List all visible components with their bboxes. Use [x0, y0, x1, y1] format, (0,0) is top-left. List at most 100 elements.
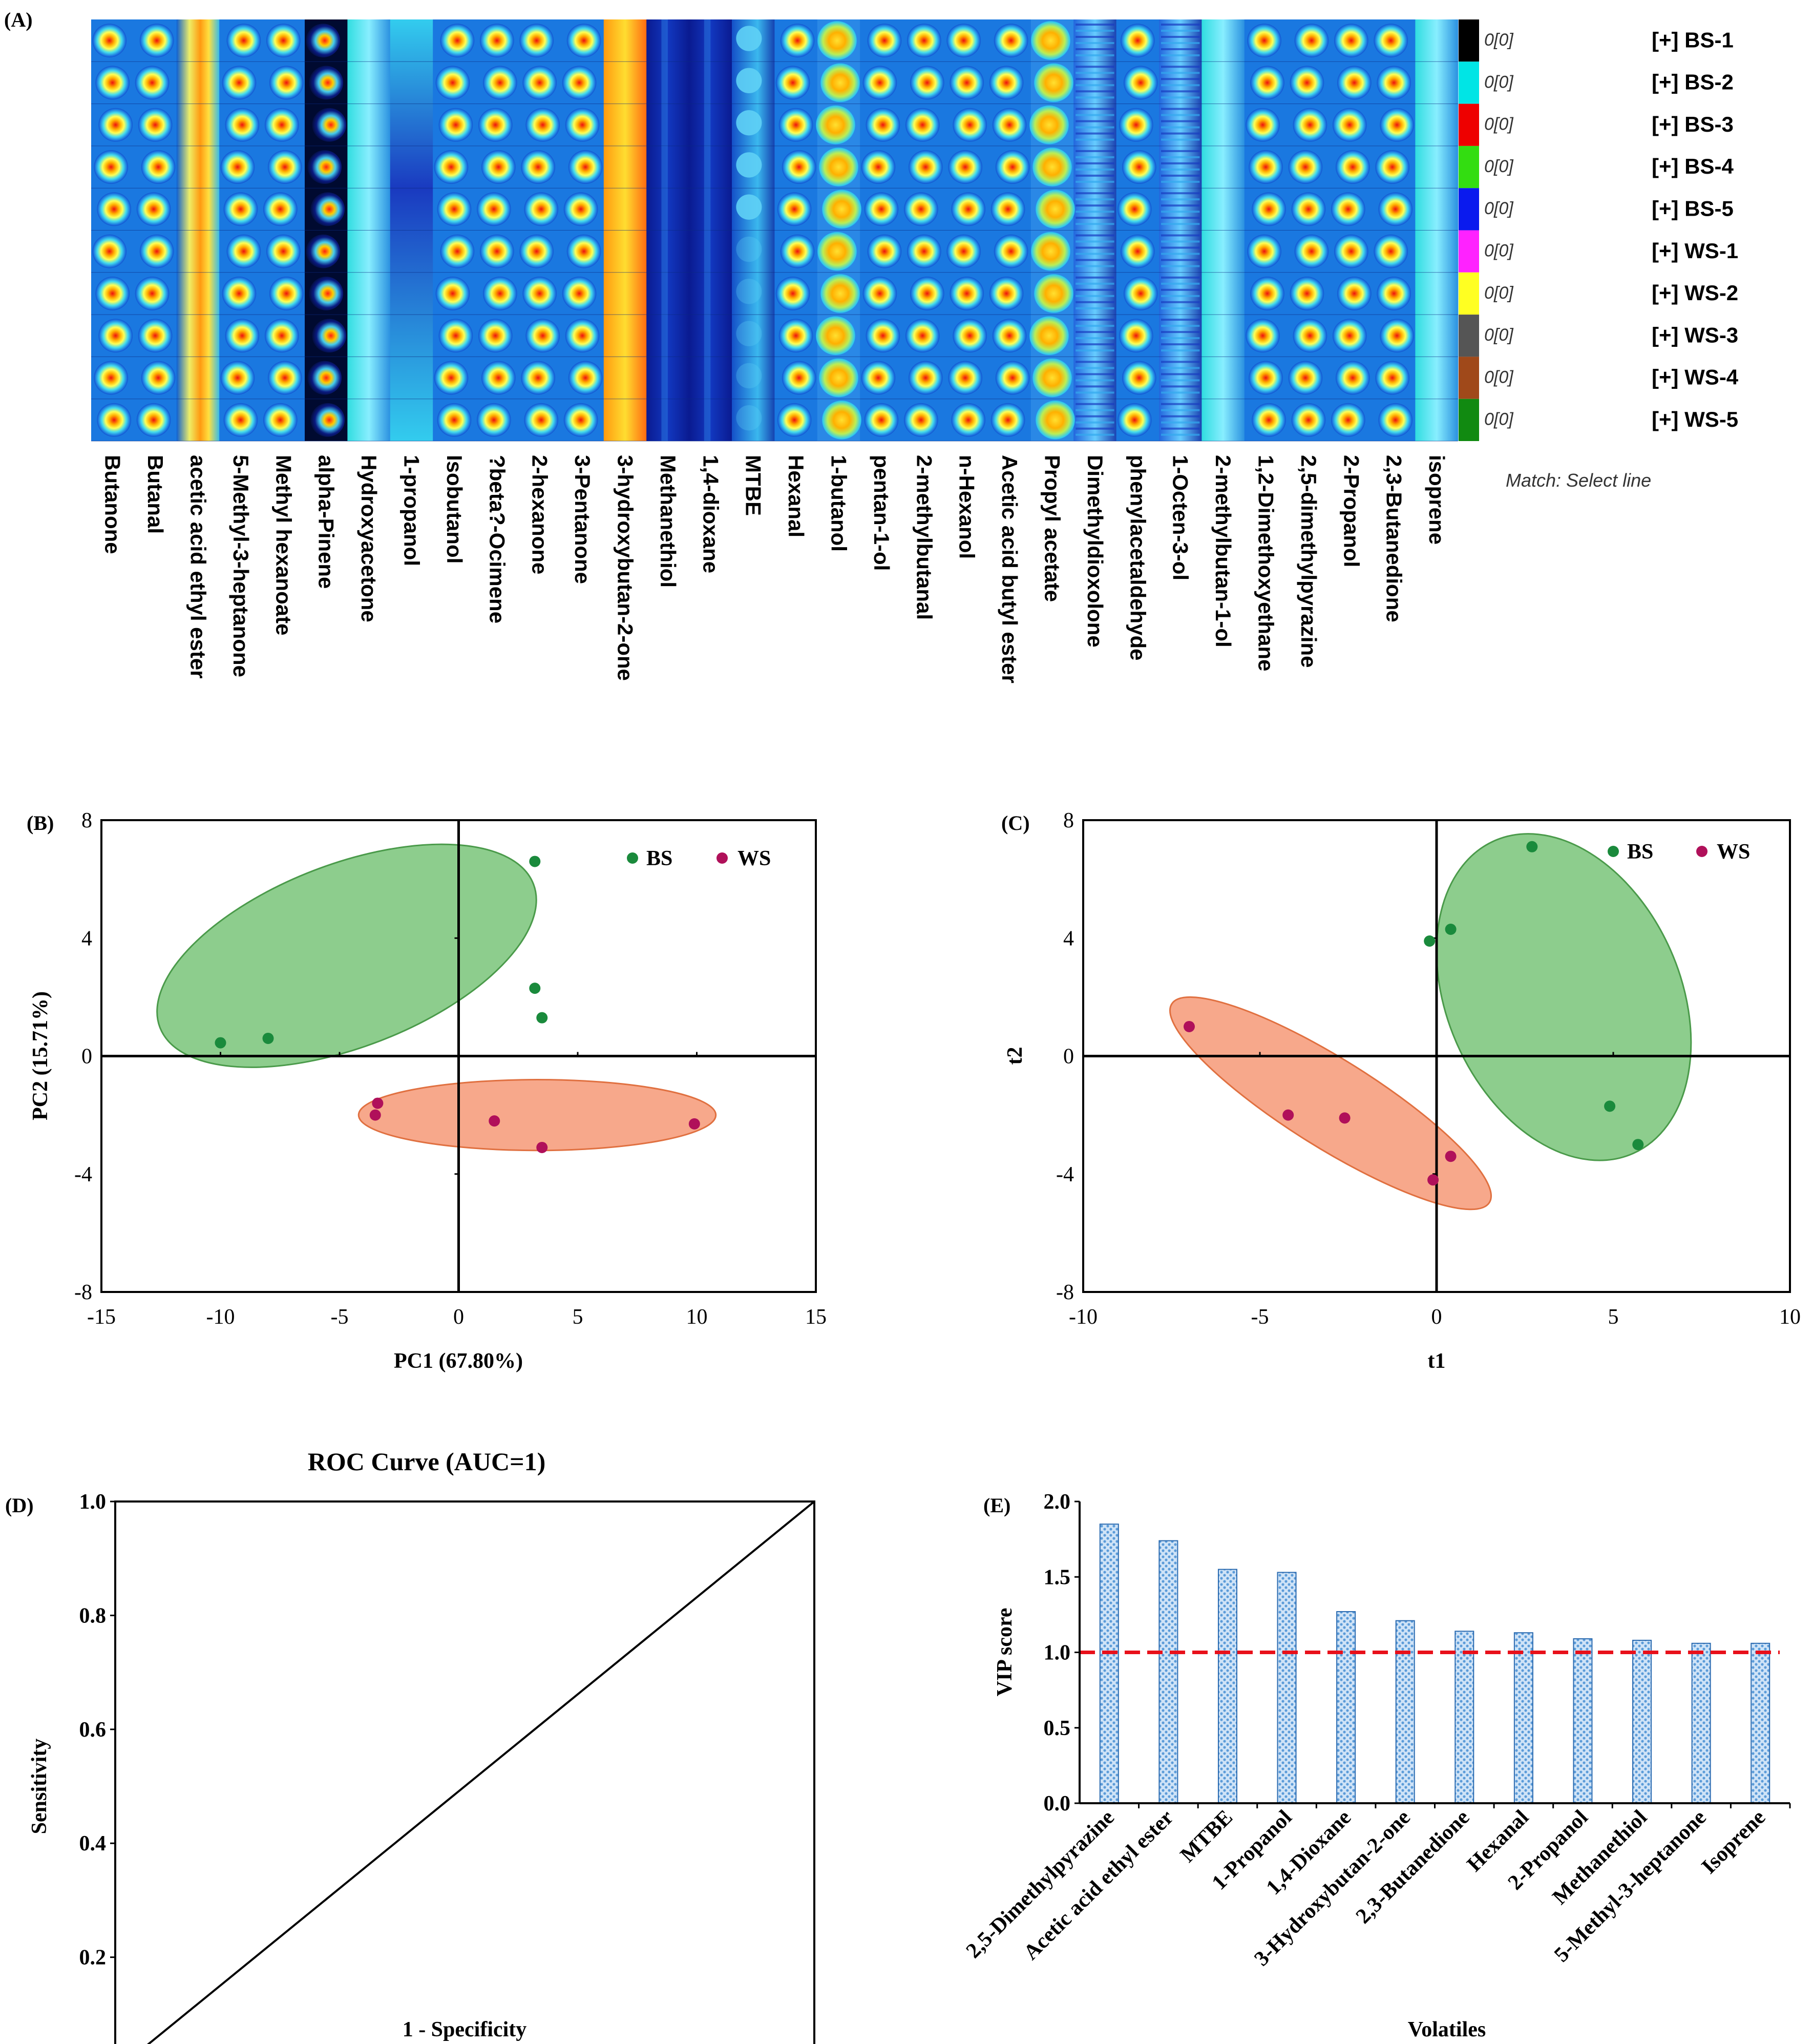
- heatmap-cell: [1330, 24, 1373, 62]
- peak-spot: [1290, 66, 1324, 100]
- heatmap-cell: [134, 24, 177, 62]
- sample-label: [+] WS-2: [1652, 281, 1738, 305]
- peak-spot: [990, 403, 1025, 437]
- peak-spot: [862, 277, 897, 310]
- streak: [704, 399, 711, 441]
- x-tick-label: 5: [1608, 1305, 1619, 1329]
- peak-spot: [312, 319, 347, 353]
- compound-label: pentan-1-ol: [870, 455, 894, 571]
- point-bs: [1424, 935, 1436, 947]
- heatmap-cell: [732, 405, 775, 442]
- noise-line: [1161, 265, 1200, 267]
- peak-spot: [267, 150, 302, 184]
- heatmap-cell: [1116, 361, 1159, 400]
- peak-spot: [94, 361, 129, 395]
- sample-swatch: [1459, 315, 1479, 357]
- heatmap-cell: [305, 234, 348, 273]
- point-bs: [529, 983, 541, 994]
- heatmap-cell: [902, 319, 945, 357]
- heatmap-cell: [1116, 24, 1159, 62]
- noise-line: [1161, 138, 1200, 141]
- heatmap-cell: [305, 403, 348, 442]
- heatmap-cell: [732, 236, 775, 273]
- noise-line: [1076, 379, 1114, 382]
- heatmap-cell: [1244, 277, 1288, 315]
- peak-spot: [1293, 108, 1327, 142]
- noise-line: [1076, 84, 1114, 87]
- peak-spot: [736, 405, 762, 431]
- heatmap-cell: [902, 403, 945, 442]
- heatmap-cell: [1030, 148, 1074, 189]
- compound-label: MTBE: [742, 455, 766, 516]
- peak-spot: [1036, 190, 1075, 229]
- noise-line: [1161, 84, 1200, 87]
- peak-spot: [519, 234, 554, 268]
- peak-spot: [1249, 361, 1283, 395]
- sample-swatch: [1459, 399, 1479, 441]
- peak-spot: [820, 274, 860, 313]
- x-tick-label: 5: [573, 1305, 583, 1329]
- heatmap-cell: [262, 108, 305, 147]
- noise-line: [1076, 96, 1114, 99]
- heatmap-cell: [732, 363, 775, 400]
- noise-line: [1076, 150, 1114, 152]
- noise-line: [1076, 421, 1114, 424]
- ws-ellipse: [1169, 996, 1492, 1211]
- heatmap-cell: [860, 403, 903, 442]
- heatmap-cell: [945, 24, 988, 62]
- y-tick-label: 0: [81, 1045, 92, 1069]
- noise-line: [1076, 361, 1114, 363]
- noise-line: [1076, 415, 1114, 418]
- noise-line: [1161, 180, 1200, 183]
- peak-spot: [950, 66, 984, 100]
- compound-label: n-Hexanol: [955, 455, 979, 559]
- heatmap-cell: [1159, 319, 1202, 357]
- streak: [704, 188, 711, 231]
- y-tick-label: 1.0: [79, 1490, 107, 1514]
- heatmap-cell: [732, 194, 775, 231]
- peak-spot: [1374, 234, 1408, 268]
- streak: [704, 357, 711, 399]
- heatmap-cell: [902, 277, 945, 315]
- peak-spot: [1375, 150, 1410, 184]
- heatmap-cell: [1030, 232, 1074, 273]
- peak-spot: [1250, 66, 1284, 100]
- compound-label: 1,4-dioxane: [699, 455, 723, 573]
- heatmap-cell: [860, 150, 903, 189]
- sample-value: 0[0]: [1484, 157, 1514, 176]
- peak-spot: [267, 361, 302, 395]
- heatmap-cell: [305, 66, 348, 105]
- peak-spot: [1036, 400, 1075, 440]
- peak-spot: [522, 277, 557, 310]
- sample-value-column: 0[0] 0[0] 0[0] 0[0] 0[0] 0[0] 0[0] 0[0] 0[0] 0[0]: [1484, 30, 1514, 429]
- noise-line: [1161, 409, 1200, 411]
- sample-label: [+] BS-2: [1652, 70, 1734, 94]
- bs-ellipse: [156, 843, 537, 1068]
- x-tick-label: 0: [453, 1305, 464, 1329]
- panel-e-label: (E): [983, 1494, 1010, 1517]
- heatmap-cell: [732, 26, 775, 62]
- heatmap-cell: [262, 319, 305, 357]
- peak-spot: [97, 403, 132, 437]
- panel-a-label: (A): [4, 8, 33, 31]
- peak-spot: [903, 403, 938, 437]
- peak-spot: [864, 403, 899, 437]
- heatmap-cell: [817, 274, 860, 315]
- peak-spot: [139, 24, 174, 58]
- peak-spot: [910, 277, 944, 310]
- peak-spot: [220, 150, 255, 184]
- x-tick-label: -5: [1251, 1305, 1269, 1329]
- sample-swatch: [1459, 230, 1479, 273]
- peak-spot: [946, 24, 981, 58]
- peak-spot: [1247, 24, 1281, 58]
- sample-label: [+] WS-1: [1652, 239, 1738, 263]
- peak-spot: [780, 234, 815, 268]
- match-hint[interactable]: Match: Select line: [1506, 470, 1651, 491]
- heatmap-cell: [91, 192, 134, 231]
- heatmap-cell: [1073, 150, 1116, 189]
- heatmap-cell: [689, 399, 732, 442]
- noise-line: [1161, 108, 1200, 110]
- heatmap-cell: [305, 277, 348, 315]
- peak-spot: [1335, 150, 1370, 184]
- heatmap-cell: [1287, 234, 1330, 273]
